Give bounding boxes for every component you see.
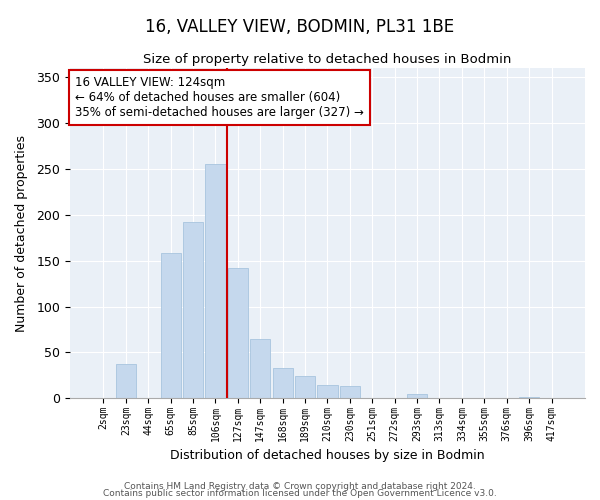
Text: Contains HM Land Registry data © Crown copyright and database right 2024.: Contains HM Land Registry data © Crown c…	[124, 482, 476, 491]
Bar	[116, 364, 136, 398]
Bar	[250, 338, 271, 398]
Bar	[183, 222, 203, 398]
Y-axis label: Number of detached properties: Number of detached properties	[15, 134, 28, 332]
Bar	[161, 254, 181, 398]
Bar	[272, 368, 293, 398]
X-axis label: Distribution of detached houses by size in Bodmin: Distribution of detached houses by size …	[170, 450, 485, 462]
Title: Size of property relative to detached houses in Bodmin: Size of property relative to detached ho…	[143, 52, 512, 66]
Bar	[340, 386, 360, 398]
Bar	[317, 384, 338, 398]
Text: Contains public sector information licensed under the Open Government Licence v3: Contains public sector information licen…	[103, 490, 497, 498]
Bar	[295, 376, 315, 398]
Text: 16 VALLEY VIEW: 124sqm
← 64% of detached houses are smaller (604)
35% of semi-de: 16 VALLEY VIEW: 124sqm ← 64% of detached…	[75, 76, 364, 120]
Bar	[205, 164, 226, 398]
Bar	[407, 394, 427, 398]
Bar	[228, 268, 248, 398]
Text: 16, VALLEY VIEW, BODMIN, PL31 1BE: 16, VALLEY VIEW, BODMIN, PL31 1BE	[145, 18, 455, 36]
